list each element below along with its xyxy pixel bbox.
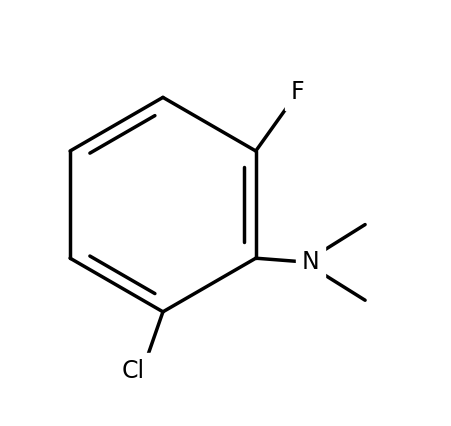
Text: Cl: Cl <box>122 359 145 383</box>
Text: N: N <box>301 250 318 274</box>
Text: F: F <box>290 80 304 104</box>
